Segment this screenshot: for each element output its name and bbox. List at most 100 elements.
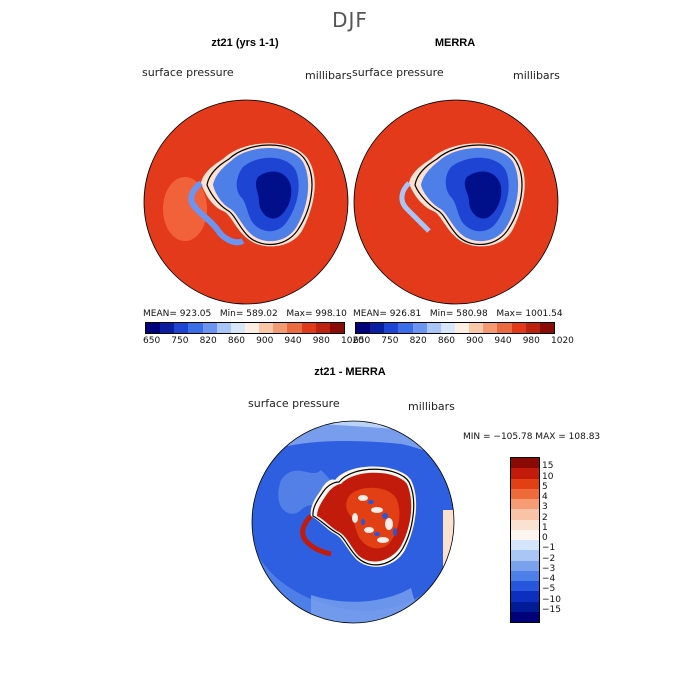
colorbar-swatch	[356, 323, 371, 333]
colorbar-tick-label: 900	[466, 336, 484, 346]
colorbar-tick-label: 1	[542, 522, 548, 533]
diff-minmax: MIN = −105.78 MAX = 108.83	[463, 432, 601, 442]
right-units-label: millibars	[513, 69, 560, 82]
colorbar-tick-label: 3	[542, 502, 548, 513]
colorbar-swatch	[160, 323, 175, 333]
left-colorbar	[145, 322, 345, 334]
left-polar-map	[143, 99, 349, 305]
colorbar-swatch	[412, 323, 427, 333]
diff-colorbar-ticks: 15 10 5 4 3 2 1 0 −1 −2 −3 −4 −5 −10 −15	[542, 457, 582, 621]
colorbar-swatch	[511, 540, 539, 551]
colorbar-swatch	[511, 458, 539, 469]
colorbar-tick-label: 820	[409, 336, 427, 346]
colorbar-swatch	[273, 323, 288, 333]
colorbar-tick-label: 980	[312, 336, 330, 346]
diff-panel-title: zt21 - MERRA	[314, 366, 386, 378]
colorbar-tick-label: 980	[522, 336, 540, 346]
colorbar-tick-label: 860	[437, 336, 456, 346]
left-variable-label: surface pressure	[142, 66, 234, 79]
colorbar-swatch	[287, 323, 302, 333]
colorbar-swatch	[511, 499, 539, 510]
right-stats: MEAN= 926.81 Min= 580.98 Max= 1001.54	[353, 309, 563, 319]
colorbar-swatch	[174, 323, 189, 333]
colorbar-swatch	[259, 323, 274, 333]
colorbar-swatch	[315, 323, 330, 333]
colorbar-swatch	[483, 323, 498, 333]
right-colorbar	[355, 322, 555, 334]
colorbar-tick-label: 5	[542, 481, 548, 492]
colorbar-swatch	[497, 323, 512, 333]
colorbar-tick-label: 4	[542, 492, 548, 502]
colorbar-swatch	[511, 560, 539, 571]
colorbar-swatch	[469, 323, 484, 333]
colorbar-tick-label: 15	[542, 461, 554, 472]
colorbar-tick-label: −15	[542, 604, 561, 615]
right-polar-map	[353, 99, 559, 305]
colorbar-tick-label: −3	[542, 563, 556, 574]
left-max-label: Max=	[286, 309, 313, 319]
colorbar-tick-label: 650	[353, 336, 371, 346]
colorbar-swatch	[384, 323, 399, 333]
colorbar-swatch	[230, 323, 245, 333]
colorbar-swatch	[244, 323, 260, 333]
colorbar-swatch	[398, 323, 413, 333]
diff-colorbar	[510, 457, 540, 623]
colorbar-tick-label: −1	[542, 543, 556, 554]
right-colorbar-ticks: 650 750 820 860 900 940 980 1020	[353, 336, 575, 348]
diff-units-label: millibars	[408, 400, 455, 413]
right-min-label: Min=	[429, 309, 454, 319]
diff-polar-map	[251, 420, 455, 624]
colorbar-swatch	[216, 323, 231, 333]
colorbar-swatch	[539, 323, 554, 333]
colorbar-swatch	[454, 323, 470, 333]
left-mean-label: MEAN=	[143, 309, 177, 319]
colorbar-tick-label: 1020	[341, 336, 364, 346]
diff-variable-label: surface pressure	[248, 397, 340, 410]
colorbar-swatch	[370, 323, 385, 333]
colorbar-tick-label: 2	[542, 512, 548, 523]
colorbar-tick-label: −5	[542, 584, 556, 595]
colorbar-tick-label: 750	[381, 336, 399, 346]
left-colorbar-ticks: 650 750 820 860 900 940 980 1020	[143, 336, 365, 348]
left-min-value: 589.02	[246, 309, 278, 319]
colorbar-tick-label: 0	[542, 533, 548, 543]
colorbar-tick-label: −2	[542, 553, 556, 564]
colorbar-tick-label: −4	[542, 574, 556, 584]
colorbar-tick-label: 940	[494, 336, 512, 346]
right-mean-label: MEAN=	[353, 309, 387, 319]
colorbar-swatch	[511, 550, 539, 561]
colorbar-swatch	[511, 478, 539, 489]
right-max-value: 1001.54	[525, 309, 563, 319]
left-max-value: 998.10	[315, 309, 347, 319]
colorbar-swatch	[146, 323, 161, 333]
right-max-label: Max=	[496, 309, 523, 319]
colorbar-tick-label: 1020	[551, 336, 574, 346]
colorbar-swatch	[511, 601, 539, 612]
colorbar-tick-label: 900	[256, 336, 274, 346]
left-mean-value: 923.05	[179, 309, 212, 319]
left-panel-title: zt21 (yrs 1-1)	[211, 37, 279, 49]
colorbar-tick-label: 860	[227, 336, 246, 346]
colorbar-swatch	[202, 323, 217, 333]
colorbar-swatch	[511, 509, 539, 520]
right-panel-title: MERRA	[434, 37, 476, 49]
colorbar-swatch	[511, 591, 539, 602]
colorbar-swatch	[511, 488, 539, 499]
colorbar-swatch	[511, 468, 539, 479]
colorbar-swatch	[426, 323, 441, 333]
colorbar-swatch	[511, 529, 539, 540]
colorbar-swatch	[440, 323, 455, 333]
colorbar-tick-label: 940	[284, 336, 302, 346]
colorbar-swatch	[511, 323, 526, 333]
colorbar-swatch	[525, 323, 540, 333]
colorbar-swatch	[511, 570, 539, 581]
colorbar-swatch	[329, 323, 344, 333]
colorbar-tick-label: 10	[542, 471, 554, 482]
colorbar-tick-label: 820	[199, 336, 217, 346]
colorbar-swatch	[511, 581, 539, 592]
right-min-value: 580.98	[456, 309, 488, 319]
right-mean-value: 926.81	[389, 309, 422, 319]
colorbar-swatch	[511, 611, 539, 622]
left-units-label: millibars	[305, 69, 352, 82]
right-variable-label: surface pressure	[352, 66, 444, 79]
